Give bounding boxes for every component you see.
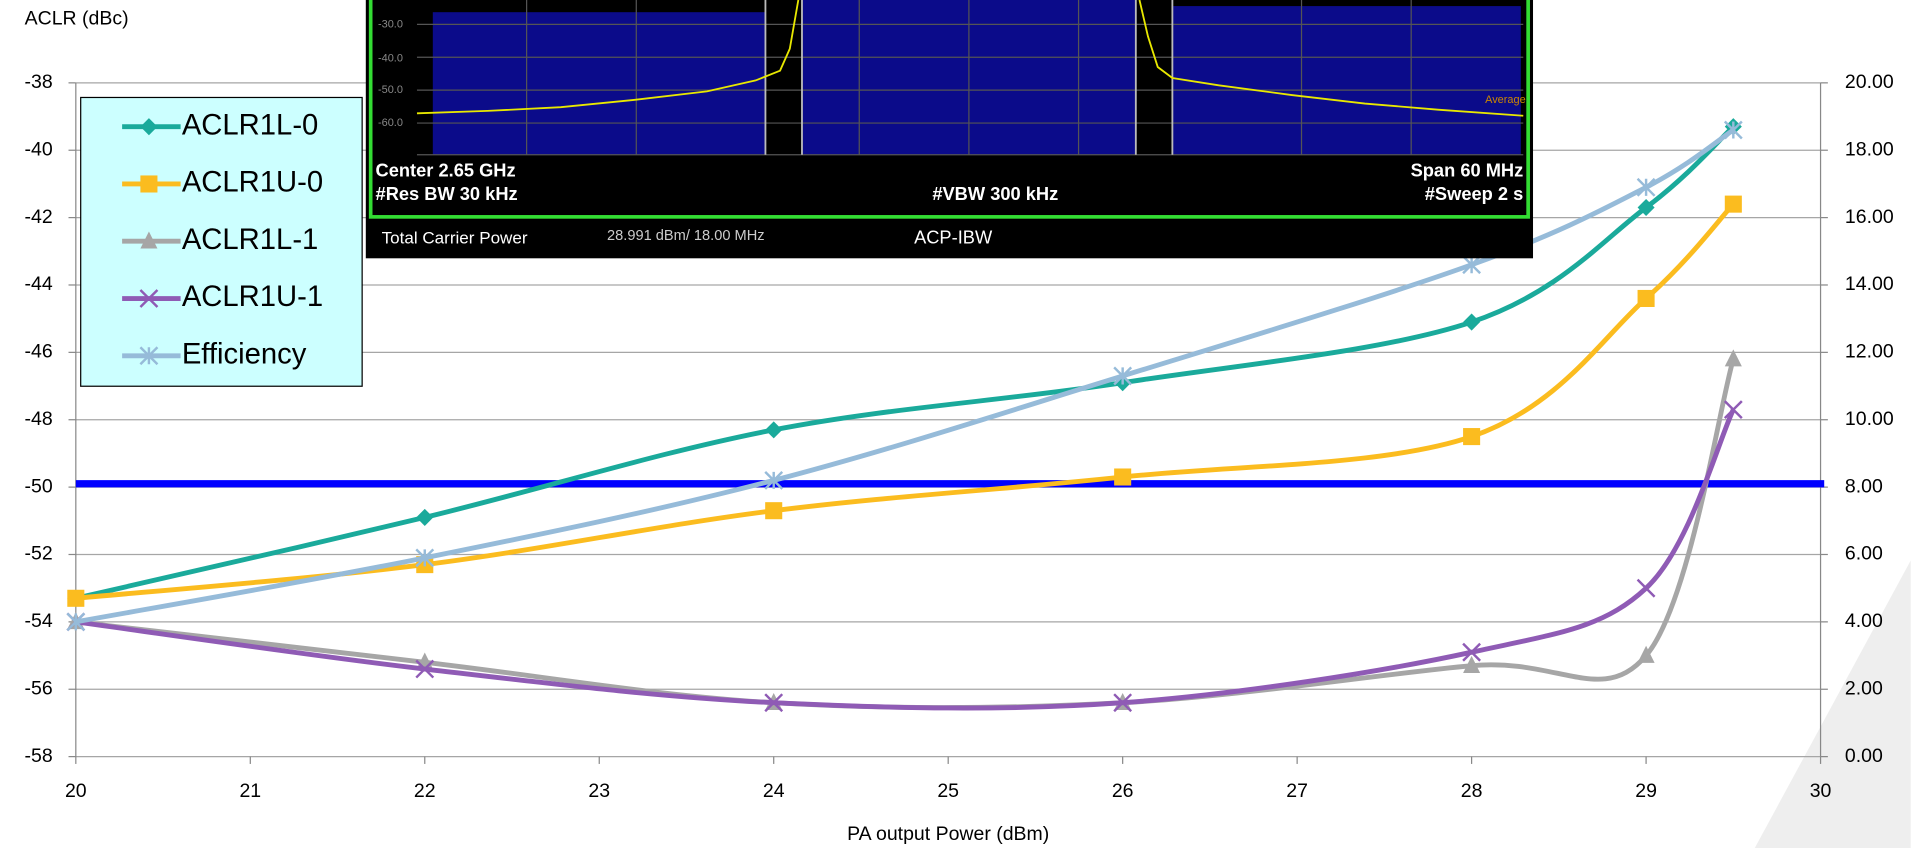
inset-mode: ACP-IBW xyxy=(914,227,993,248)
x-tick-label: 23 xyxy=(588,780,610,802)
y2-tick-label: 12.00 xyxy=(1845,341,1894,363)
legend-label: ACLR1L-1 xyxy=(182,224,319,256)
y-axis-title: ACLR (dBc) xyxy=(25,8,129,30)
inset-measure-name: Total Carrier Power xyxy=(382,228,528,247)
x-tick-label: 20 xyxy=(65,780,87,802)
analyzer-inset: -30.0 -40.0 -50.0 -60.0 Average Center 2… xyxy=(366,0,1533,258)
inset-scale-label: -50.0 xyxy=(378,84,403,96)
y-tick-label: -46 xyxy=(25,341,53,363)
data-point xyxy=(67,590,84,607)
inset-scale-label: -30.0 xyxy=(378,18,403,30)
y-tick-label: -56 xyxy=(25,677,53,699)
data-point xyxy=(1114,468,1131,485)
data-point xyxy=(1463,428,1480,445)
x-tick-label: 27 xyxy=(1286,780,1308,802)
inset-panel xyxy=(433,12,766,155)
inset-measure-value: 28.991 dBm/ 18.00 MHz xyxy=(607,228,765,244)
legend-label: Efficiency xyxy=(182,338,307,370)
x-tick-label: 30 xyxy=(1810,780,1832,802)
y-tick-label: -40 xyxy=(25,138,53,160)
y-tick-label: -52 xyxy=(25,543,53,565)
y2-tick-label: 4.00 xyxy=(1845,610,1883,632)
y-tick-label: -58 xyxy=(25,745,53,767)
inset-res-bw: #Res BW 30 kHz xyxy=(376,183,518,204)
inset-vbw: #VBW 300 kHz xyxy=(932,183,1058,204)
y2-tick-label: 16.00 xyxy=(1845,206,1894,228)
y2-tick-label: 2.00 xyxy=(1845,677,1883,699)
legend: ACLR1L-0 ACLR1U-0 ACLR1L-1 ACLR1U-1 Efficien… xyxy=(81,97,362,386)
x-tick-label: 21 xyxy=(239,780,261,802)
x-tick-label: 26 xyxy=(1112,780,1134,802)
legend-label: ACLR1U-1 xyxy=(182,281,323,313)
y-tick-label: -54 xyxy=(25,610,53,632)
chart: ACLR (dBc) PA output Power (dBm) -58 -56 -… xyxy=(0,0,1911,848)
x-tick-label: 22 xyxy=(414,780,436,802)
decoration xyxy=(1755,560,1911,848)
x-tick-label: 29 xyxy=(1635,780,1657,802)
legend-label: ACLR1U-0 xyxy=(182,167,323,199)
y-tick-label: -38 xyxy=(25,71,53,93)
data-point xyxy=(1638,580,1655,597)
data-point xyxy=(1638,290,1655,307)
y2-tick-label: 8.00 xyxy=(1845,475,1883,497)
inset-panel xyxy=(1172,6,1520,155)
y2-tick-label: 10.00 xyxy=(1845,408,1894,430)
page: ACLR (dBc) PA output Power (dBm) -58 -56 -… xyxy=(0,0,1911,853)
data-point xyxy=(1638,179,1655,196)
y-tick-label: -48 xyxy=(25,408,53,430)
x-tick-label: 28 xyxy=(1461,780,1483,802)
inset-center: Center 2.65 GHz xyxy=(376,160,516,181)
inset-scale-label: -40.0 xyxy=(378,52,403,64)
y2-tick-label: 6.00 xyxy=(1845,543,1883,565)
y-tick-label: -50 xyxy=(25,475,53,497)
x-tick-label: 24 xyxy=(763,780,785,802)
x-tick-label: 25 xyxy=(937,780,959,802)
inset-sweep: #Sweep 2 s xyxy=(1425,183,1524,204)
y-tick-label: -42 xyxy=(25,206,53,228)
y-tick-label: -44 xyxy=(25,273,53,295)
y2-tick-label: 0.00 xyxy=(1845,745,1883,767)
x-axis-title: PA output Power (dBm) xyxy=(847,823,1049,845)
y2-tick-label: 20.00 xyxy=(1845,71,1894,93)
legend-label: ACLR1L-0 xyxy=(182,109,319,141)
inset-scale-label: -60.0 xyxy=(378,117,403,129)
data-point xyxy=(765,421,782,438)
inset-span: Span 60 MHz xyxy=(1411,160,1524,181)
data-point xyxy=(416,509,433,526)
data-point xyxy=(1725,196,1742,213)
data-point xyxy=(1463,314,1480,331)
inset-trace-mode: Average xyxy=(1485,94,1526,106)
data-point xyxy=(765,502,782,519)
y2-tick-label: 14.00 xyxy=(1845,273,1894,295)
y2-tick-label: 18.00 xyxy=(1845,138,1894,160)
legend-marker xyxy=(140,175,157,192)
